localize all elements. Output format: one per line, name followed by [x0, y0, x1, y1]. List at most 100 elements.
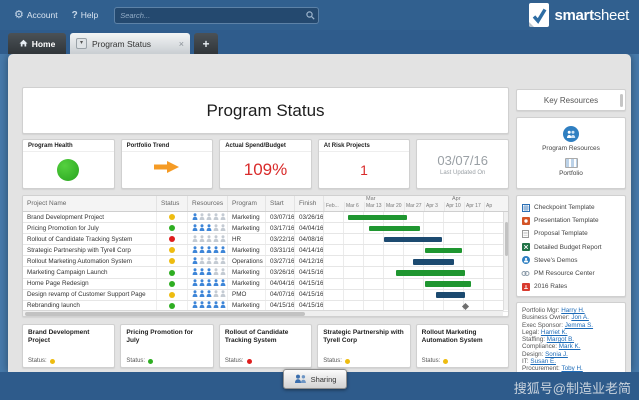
person-icon — [192, 268, 198, 277]
cell-program: Marketing — [228, 278, 266, 289]
logo-checkmark-icon — [529, 3, 550, 27]
contact-role: Compliance: — [522, 343, 559, 351]
table-row-strategic-partnership-with-tyrell-corp[interactable]: Strategic Partnership with Tyrell Corp Ma… — [23, 245, 508, 257]
project-card-pricing-promotion-for-july[interactable]: Pricing Promotion for July Status: — [120, 324, 214, 368]
project-status-label: Status: — [224, 358, 244, 364]
table-row-brand-development-project[interactable]: Brand Development Project Marketing 03/07/… — [23, 212, 508, 224]
table-row-marketing-campaign-launch[interactable]: Marketing Campaign Launch Marketing 03/26/… — [23, 267, 508, 279]
person-icon — [213, 268, 219, 277]
resource-links-card: Checkpoint Template Presentation Template… — [516, 195, 626, 297]
cell-start: 03/22/16 — [266, 234, 295, 245]
contact-name-link[interactable]: Margot B. — [546, 336, 575, 344]
contact-name-link[interactable]: Jemma S. — [564, 321, 594, 329]
resource-link-2016-rates[interactable]: 2016 Rates — [521, 280, 621, 293]
tab-home[interactable]: Home — [8, 33, 66, 54]
resource-link-presentation-template[interactable]: Presentation Template — [521, 214, 621, 227]
project-card-status: Status: — [225, 358, 252, 364]
person-icon — [206, 290, 212, 299]
col-resources: Resources — [188, 196, 228, 211]
table-row-rollout-marketing-automation-system[interactable]: Rollout Marketing Automation System Opera… — [23, 256, 508, 268]
person-icon — [199, 235, 205, 244]
contact-compliance: Compliance: Mark K. — [522, 343, 620, 350]
person-icon — [192, 279, 198, 288]
gantt-bar[interactable] — [369, 225, 420, 232]
resource-link-steve-s-demos[interactable]: Steve's Demos — [521, 254, 621, 267]
gantt-bar[interactable] — [412, 258, 455, 265]
contact-exec-sponsor: Exec Sponsor: Jemma S. — [522, 322, 620, 329]
person-icon — [213, 235, 219, 244]
resource-link-proposal-template[interactable]: Proposal Template — [521, 227, 621, 240]
contact-name-link[interactable]: Susan E. — [530, 358, 556, 366]
status-dot — [169, 291, 175, 298]
person-icon — [192, 246, 198, 255]
metric-card-actual-spend-budget: Actual Spend/Budget 109% — [219, 139, 312, 189]
person-icon — [206, 223, 212, 233]
resource-people-icons — [192, 301, 226, 310]
cell-start: 03/27/16 — [266, 256, 295, 267]
contact-name-link[interactable]: Harry H. — [561, 307, 585, 314]
search-input[interactable] — [115, 10, 303, 20]
contact-name-link[interactable]: Jon A. — [571, 314, 589, 322]
contact-procurement: Procurement: Toby H. — [522, 365, 620, 372]
help-menu[interactable]: ? Help — [72, 10, 99, 21]
cell-program: Marketing — [228, 223, 266, 234]
cell-finish: 04/15/16 — [295, 267, 324, 278]
portfolio-icon[interactable] — [564, 158, 578, 168]
tab-dropdown-icon[interactable]: ▾ — [76, 38, 87, 49]
status-dot — [49, 358, 55, 364]
gantt-week-labels: Feb... Mar 6 Mar 13 Mar 20 Mar 27 Apr 3 Apr 10… — [324, 202, 504, 211]
search-icon[interactable] — [302, 10, 318, 20]
gantt-week-label: Ap — [484, 202, 504, 211]
account-menu[interactable]: ⚙ Account — [14, 8, 58, 21]
watermark-text: 搜狐号@制造业老简 — [513, 381, 631, 396]
contact-name-link[interactable]: Toby H. — [561, 365, 583, 372]
project-card-rollout-marketing-automation-system[interactable]: Rollout Marketing Automation System Statu… — [415, 324, 510, 368]
gantt-bar[interactable] — [425, 281, 471, 287]
cell-finish: 04/04/16 — [295, 223, 324, 234]
table-row-design-revamp-of-customer-support-page[interactable]: Design revamp of Customer Support Page PM… — [23, 289, 508, 301]
person-icon — [213, 279, 219, 288]
sharing-button[interactable]: Sharing — [283, 369, 347, 389]
contact-portfolio-mgr: Portfolio Mgr: Harry H. — [522, 307, 620, 314]
gear-icon: ⚙ — [14, 8, 24, 21]
project-card-brand-development-project[interactable]: Brand Development Project Status: — [22, 324, 116, 368]
vertical-scrollbar-thumb[interactable] — [505, 222, 508, 256]
horizontal-scrollbar-thumb[interactable] — [25, 312, 305, 316]
program-resources-link[interactable]: Program Resources — [542, 145, 600, 152]
program-resources-icon[interactable] — [563, 126, 579, 142]
tab-program-status[interactable]: ▾ Program Status × — [70, 33, 190, 54]
contact-name-link[interactable]: Sonia J. — [545, 350, 568, 358]
tab-close-icon[interactable]: × — [178, 38, 184, 49]
person-icon — [220, 235, 226, 244]
gantt-bar[interactable] — [396, 270, 466, 276]
health-dot — [57, 158, 80, 181]
contact-name-link[interactable]: Harriet K. — [540, 328, 568, 336]
table-row-home-page-redesign[interactable]: Home Page Redesign Marketing 04/04/16 04/15… — [23, 278, 508, 290]
cell-program: HR — [228, 234, 266, 245]
gantt-bar[interactable] — [436, 292, 466, 298]
sidebar-scrollbar-thumb[interactable] — [620, 94, 623, 107]
gantt-bar[interactable] — [383, 236, 442, 243]
milestone-diamond-icon[interactable] — [462, 302, 470, 310]
project-card-rollout-of-candidate-tracking-system[interactable]: Rollout of Candidate Tracking System Stat… — [218, 324, 313, 368]
gantt-bar[interactable] — [425, 247, 462, 254]
table-row-rollout-of-candidate-tracking-system[interactable]: Rollout of Candidate Tracking System HR 03… — [23, 234, 508, 246]
resource-link-pm-resource-center[interactable]: PM Resource Center — [521, 267, 621, 280]
resource-people-icons — [192, 257, 226, 266]
cell-resources — [188, 289, 228, 300]
portfolio-link[interactable]: Portfolio — [559, 170, 583, 177]
person-icon — [206, 246, 212, 255]
resource-link-checkpoint-template[interactable]: Checkpoint Template — [521, 201, 621, 214]
person-icon — [220, 212, 226, 222]
gantt-bar[interactable] — [347, 214, 408, 221]
cell-status — [157, 300, 188, 311]
person-icon — [199, 301, 205, 310]
person-icon — [220, 279, 226, 288]
metric-number: 1 — [360, 161, 368, 178]
contact-name-link[interactable]: Mark K. — [558, 343, 581, 351]
table-row-pricing-promotion-for-july[interactable]: Pricing Promotion for July Marketing 03/17… — [23, 223, 508, 235]
resource-link-detailed-budget-report[interactable]: Detailed Budget Report — [521, 241, 621, 254]
gantt-week-label: Apr 3 — [424, 202, 444, 211]
new-tab-button[interactable]: + — [194, 33, 218, 54]
project-card-strategic-partnership-with-tyrell-corp[interactable]: Strategic Partnership with Tyrell Corp St… — [317, 324, 411, 368]
